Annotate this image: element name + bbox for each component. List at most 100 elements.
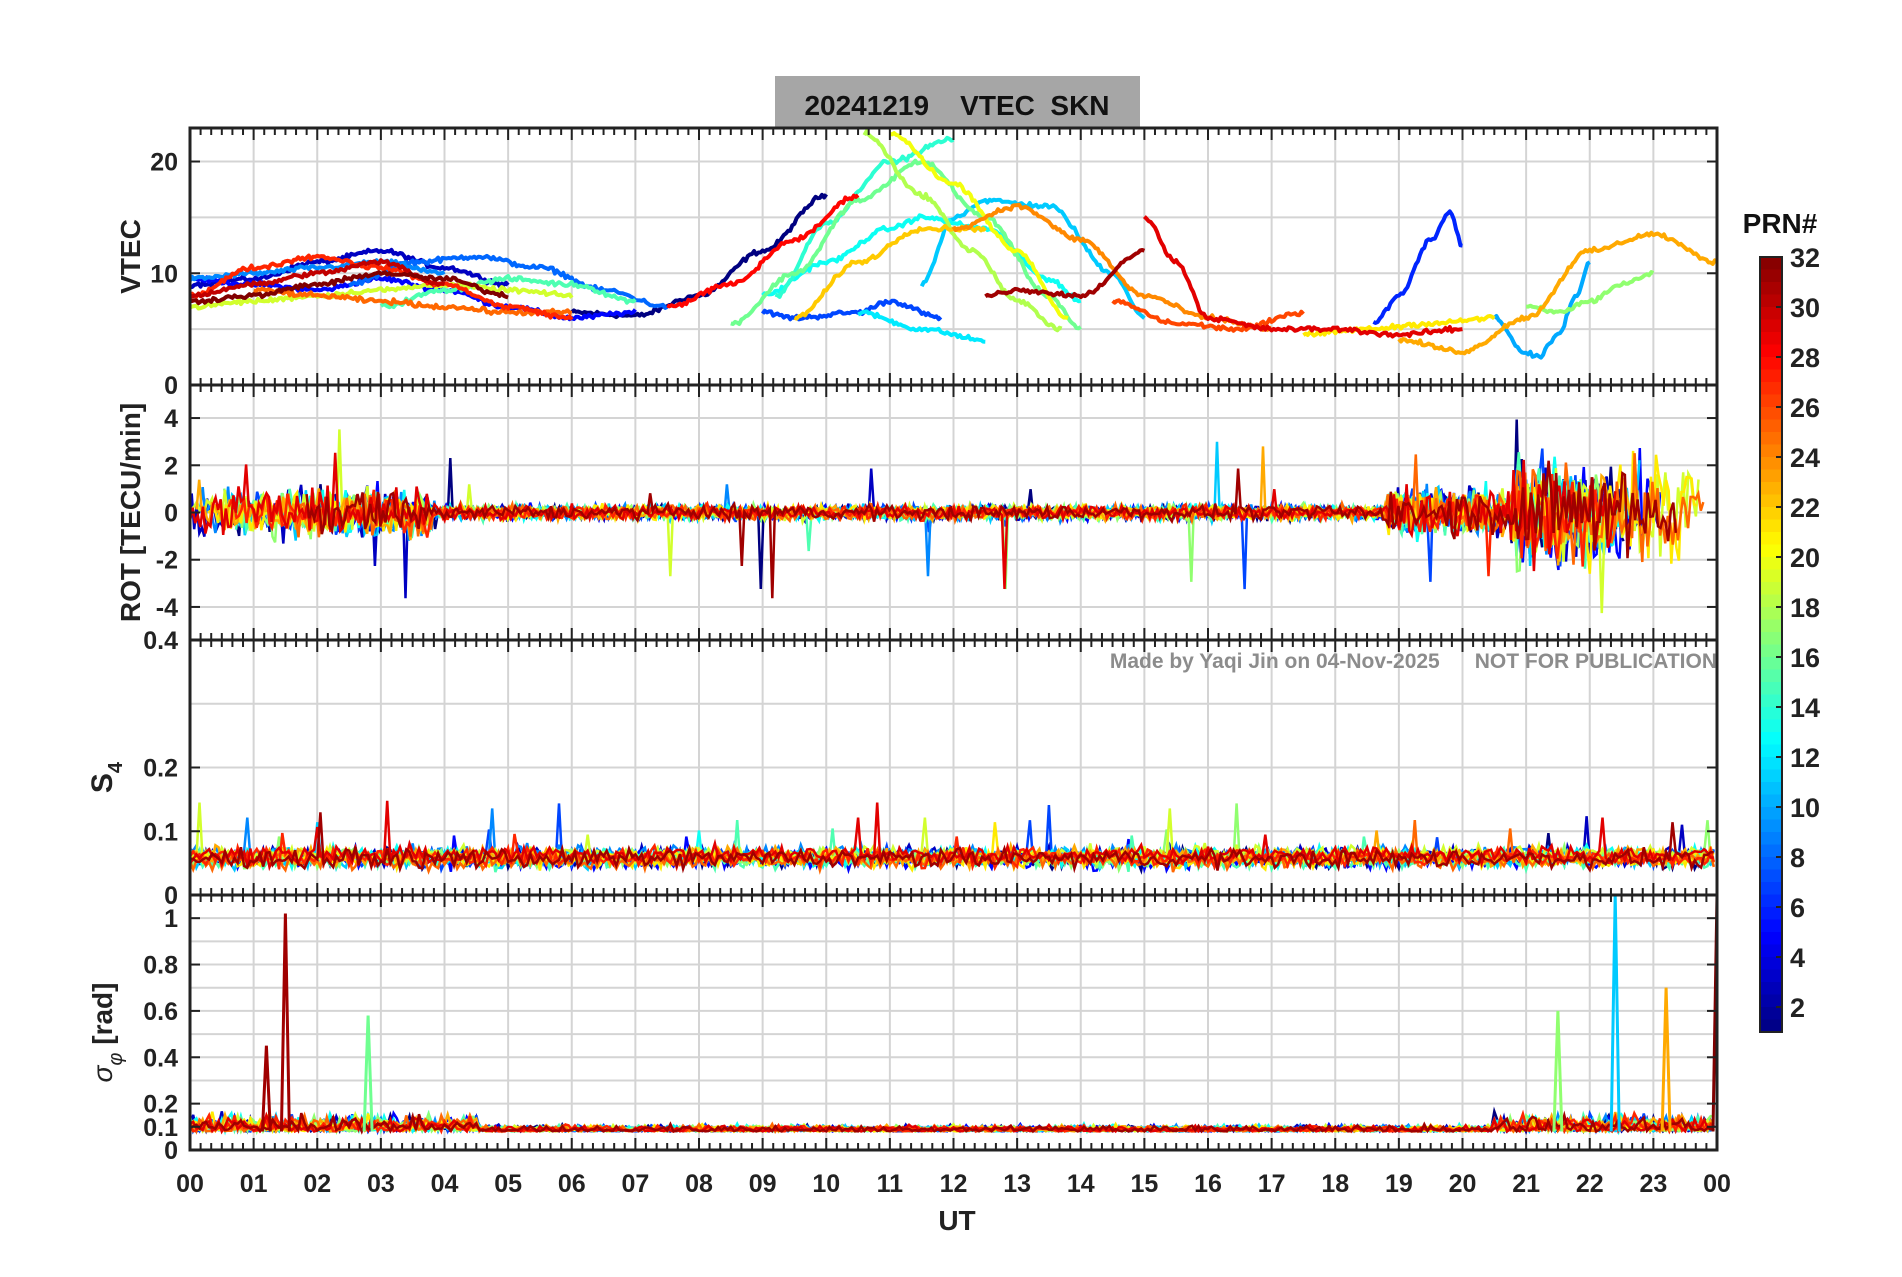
vtec-series-prn-21	[1302, 314, 1496, 338]
colorbar-segment	[1760, 682, 1782, 696]
colorbar-segment	[1760, 407, 1782, 421]
x-tick-label: 11	[877, 1170, 904, 1198]
vtec-series-prn-15	[379, 274, 637, 310]
colorbar-segment	[1760, 819, 1782, 833]
panel-sigphi: 00.10.2 0.4 0.6 0.8 1 σφ [rad]	[87, 893, 1719, 1165]
y-tick-label: 0.1	[143, 1114, 178, 1142]
sigphi-spike	[279, 913, 291, 1132]
y-tick-label: -2	[156, 547, 178, 575]
x-tick-label: 14	[1067, 1170, 1095, 1198]
s4-series-prn-29	[190, 800, 1714, 872]
colorbar-segment	[1760, 782, 1782, 796]
colorbar-segment	[1760, 569, 1782, 583]
y-tick-label: 0	[164, 500, 178, 528]
colorbar-segment	[1760, 644, 1782, 658]
y-tick-label: 1	[164, 905, 178, 933]
colorbar-segment	[1760, 957, 1782, 971]
colorbar-segment	[1760, 969, 1782, 983]
colorbar-tick-label: 8	[1790, 843, 1805, 873]
colorbar-segment	[1760, 257, 1782, 271]
y-axis-label-phi: φ	[105, 1053, 127, 1066]
y-tick-label: 0.1	[143, 818, 178, 846]
y-tick-label: 0.6	[143, 998, 178, 1026]
colorbar-segment	[1760, 469, 1782, 483]
y-tick-label: 0.4	[143, 627, 178, 655]
y-axis-label-sigma: σ	[87, 1064, 118, 1082]
vtec-series-prn-28	[666, 193, 860, 309]
x-tick-label: 01	[240, 1170, 268, 1198]
x-tick-label: 17	[1258, 1170, 1286, 1198]
vtec-series-prn-12	[857, 309, 986, 344]
colorbar-segment	[1760, 394, 1782, 408]
y-axis-label-units: [rad]	[87, 983, 118, 1053]
colorbar-segment	[1760, 432, 1782, 446]
y-axis-label: σφ [rad]	[87, 983, 127, 1083]
vtec-series-prn-20	[889, 131, 1069, 321]
sigphi-spike	[260, 1045, 272, 1132]
colorbar-segment	[1760, 419, 1782, 433]
colorbar-segment	[1760, 619, 1782, 633]
vtec-series-prn-23	[1397, 230, 1717, 356]
colorbar-segment	[1760, 757, 1782, 771]
x-tick-label: 09	[749, 1170, 777, 1198]
x-tick-label: 13	[1003, 1170, 1031, 1198]
chart-title: 20241219 VTEC SKN	[804, 90, 1109, 121]
vtec-series-prn-25	[253, 286, 573, 317]
x-tick-label: 07	[621, 1170, 649, 1198]
colorbar-segment	[1760, 832, 1782, 846]
colorbar-segment	[1760, 544, 1782, 558]
x-tick-label: 00	[1703, 1170, 1731, 1198]
x-tick-label: 02	[303, 1170, 331, 1198]
vtec-series-prn-16	[730, 158, 1082, 331]
vtec-series-prn-17	[1526, 270, 1655, 315]
sigphi-spike	[362, 1015, 374, 1132]
colorbar-segment	[1760, 907, 1782, 921]
rot-series-prn-31	[305, 460, 1678, 599]
colorbar-segment	[1760, 919, 1782, 933]
vtec-series-prn-18	[862, 129, 1063, 333]
y-tick-label: 20	[150, 149, 178, 177]
x-tick-label: 22	[1576, 1170, 1604, 1198]
x-tick-label: 10	[812, 1170, 840, 1198]
x-tick-label: 21	[1512, 1170, 1540, 1198]
s4-series-prn-31	[190, 812, 1714, 874]
sigphi-spike	[1609, 895, 1621, 1132]
colorbar-segment	[1760, 719, 1782, 733]
x-tick-label: 06	[558, 1170, 586, 1198]
vtec-series-prn-10	[1492, 260, 1591, 360]
x-tick-label: 00	[176, 1170, 204, 1198]
colorbar-segment	[1760, 794, 1782, 808]
colorbar-segment	[1760, 769, 1782, 783]
colorbar-tick-label: 24	[1790, 443, 1820, 473]
colorbar-segment	[1760, 369, 1782, 383]
colorbar-segment	[1760, 1019, 1782, 1033]
colorbar-segment	[1760, 694, 1782, 708]
x-tick-label: 03	[367, 1170, 395, 1198]
sigphi-spike	[1660, 987, 1672, 1132]
colorbar-segment	[1760, 807, 1782, 821]
x-tick-label: 18	[1321, 1170, 1349, 1198]
y-tick-label: -4	[156, 594, 178, 622]
y-axis-label: S4	[86, 761, 127, 793]
colorbar: 32 30 28 26 24 22 20 18 16 14 12 10 8 6 4 2	[1759, 243, 1820, 1033]
colorbar-frame	[1759, 256, 1783, 1033]
vtec-series-prn-14	[774, 135, 955, 299]
colorbar-segment	[1760, 532, 1782, 546]
y-tick-label: 2	[164, 452, 178, 480]
panel-rot: 4 2 0 -2 -4 ROT [TECU/min]	[115, 383, 1719, 642]
y-axis-label: VTEC	[115, 219, 146, 294]
colorbar-segment	[1760, 482, 1782, 496]
colorbar-segment	[1760, 982, 1782, 996]
colorbar-segment	[1760, 382, 1782, 396]
colorbar-segment	[1760, 444, 1782, 458]
colorbar-segment	[1760, 594, 1782, 608]
vtec-series-prn-3	[190, 247, 510, 289]
colorbar-segment	[1760, 307, 1782, 321]
y-tick-label: 0.4	[143, 1044, 178, 1072]
sigphi-spike	[1552, 1010, 1564, 1132]
colorbar-tick-label: 12	[1790, 743, 1820, 773]
x-tick-label: 08	[685, 1170, 713, 1198]
colorbar-segment	[1760, 507, 1782, 521]
